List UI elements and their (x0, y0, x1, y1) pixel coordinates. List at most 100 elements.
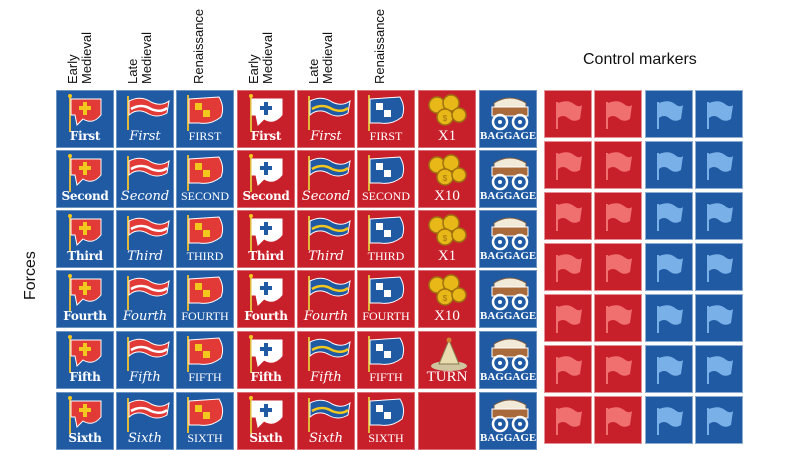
blue-control-marker[interactable] (645, 345, 693, 393)
force-counter[interactable]: SECOND (176, 150, 234, 208)
blue-control-marker[interactable] (645, 396, 693, 444)
force-label: THIRD (367, 249, 405, 263)
red-control-marker[interactable] (594, 396, 642, 444)
column-header-line: Medieval (139, 31, 154, 84)
force-counter[interactable]: FOURTH (176, 270, 234, 328)
force-counter[interactable]: Fifth (297, 331, 355, 389)
blue-control-marker[interactable] (695, 192, 743, 240)
baggage-label: BAGGAGE (480, 310, 537, 322)
force-counter[interactable]: THIRD (357, 210, 415, 268)
column-header-line: Medieval (260, 31, 275, 84)
force-counter[interactable]: Third (116, 210, 174, 268)
treasury-counter[interactable]: $ X10 (418, 150, 476, 208)
treasury-counter[interactable]: TURN (418, 331, 476, 389)
force-label: Fifth (129, 370, 161, 385)
blue-control-marker[interactable] (645, 243, 693, 291)
force-label: Fifth (250, 370, 282, 384)
force-label: Sixth (128, 431, 162, 446)
force-counter[interactable]: Fourth (116, 270, 174, 328)
force-counter[interactable]: Sixth (237, 392, 295, 450)
blank-counter[interactable] (418, 392, 476, 450)
blue-control-marker[interactable] (695, 396, 743, 444)
force-counter[interactable]: Sixth (116, 392, 174, 450)
force-label: Sixth (68, 431, 102, 445)
force-counter[interactable]: SIXTH (357, 392, 415, 450)
force-counter[interactable]: Second (237, 150, 295, 208)
force-counter[interactable]: Second (56, 150, 114, 208)
force-counter[interactable]: Fifth (237, 331, 295, 389)
force-counter[interactable]: First (116, 90, 174, 148)
force-counter[interactable]: Fifth (116, 331, 174, 389)
force-label: FOURTH (181, 309, 229, 323)
baggage-counter[interactable]: BAGGAGE (479, 150, 537, 208)
force-counter[interactable]: Fourth (237, 270, 295, 328)
force-counter[interactable]: Fourth (56, 270, 114, 328)
force-label: SECOND (180, 189, 229, 203)
blue-control-marker[interactable] (645, 294, 693, 342)
red-control-marker[interactable] (594, 141, 642, 189)
forces-label: Forces (22, 251, 39, 300)
force-counter[interactable]: FIFTH (176, 331, 234, 389)
red-control-marker[interactable] (544, 90, 592, 138)
baggage-label: BAGGAGE (480, 130, 537, 142)
force-counter[interactable]: Third (56, 210, 114, 268)
baggage-counter[interactable]: BAGGAGE (479, 90, 537, 148)
red-control-marker[interactable] (594, 90, 642, 138)
force-label: FIFTH (369, 370, 403, 384)
force-counter[interactable]: Sixth (56, 392, 114, 450)
column-header: Renaissance (176, 0, 236, 88)
blue-control-marker[interactable] (645, 192, 693, 240)
baggage-label: BAGGAGE (480, 190, 537, 202)
force-label: First (310, 129, 342, 144)
force-counter[interactable]: Third (297, 210, 355, 268)
red-control-marker[interactable] (594, 294, 642, 342)
blue-control-marker[interactable] (645, 90, 693, 138)
red-control-marker[interactable] (594, 243, 642, 291)
red-control-marker[interactable] (544, 192, 592, 240)
baggage-counter[interactable]: BAGGAGE (479, 210, 537, 268)
treasury-counter[interactable]: $ X1 (418, 90, 476, 148)
force-label: Third (67, 249, 103, 263)
force-label: SIXTH (187, 431, 223, 445)
baggage-counter[interactable]: BAGGAGE (479, 270, 537, 328)
red-control-marker[interactable] (544, 294, 592, 342)
red-control-marker[interactable] (544, 243, 592, 291)
force-counter[interactable]: First (56, 90, 114, 148)
treasury-counter[interactable]: $ X10 (418, 270, 476, 328)
blue-control-marker[interactable] (645, 141, 693, 189)
force-counter[interactable]: SECOND (357, 150, 415, 208)
red-control-marker[interactable] (544, 396, 592, 444)
blue-control-marker[interactable] (695, 294, 743, 342)
blue-control-marker[interactable] (695, 90, 743, 138)
force-counter[interactable]: SIXTH (176, 392, 234, 450)
red-control-marker[interactable] (544, 141, 592, 189)
blue-control-marker[interactable] (695, 243, 743, 291)
force-counter[interactable]: Fourth (297, 270, 355, 328)
force-label: FIFTH (188, 370, 222, 384)
force-counter[interactable]: FIRST (357, 90, 415, 148)
force-counter[interactable]: Third (237, 210, 295, 268)
red-control-marker[interactable] (594, 192, 642, 240)
column-header: Renaissance (357, 0, 417, 88)
force-label: Third (308, 249, 344, 264)
force-counter[interactable]: Second (297, 150, 355, 208)
force-counter[interactable]: First (237, 90, 295, 148)
force-counter[interactable]: FIFTH (357, 331, 415, 389)
force-counter[interactable]: THIRD (176, 210, 234, 268)
baggage-counter[interactable]: BAGGAGE (479, 331, 537, 389)
force-counter[interactable]: First (297, 90, 355, 148)
force-counter[interactable]: FIRST (176, 90, 234, 148)
svg-text:$: $ (443, 174, 448, 183)
red-control-marker[interactable] (544, 345, 592, 393)
baggage-counter[interactable]: BAGGAGE (479, 392, 537, 450)
treasury-counter[interactable]: $ X1 (418, 210, 476, 268)
blue-control-marker[interactable] (695, 345, 743, 393)
force-counter[interactable]: Fifth (56, 331, 114, 389)
force-counter[interactable]: Sixth (297, 392, 355, 450)
force-counter[interactable]: Second (116, 150, 174, 208)
treasury-label: TURN (426, 369, 468, 385)
force-counter[interactable]: FOURTH (357, 270, 415, 328)
red-control-marker[interactable] (594, 345, 642, 393)
control-markers-title: Control markers (583, 51, 697, 68)
blue-control-marker[interactable] (695, 141, 743, 189)
